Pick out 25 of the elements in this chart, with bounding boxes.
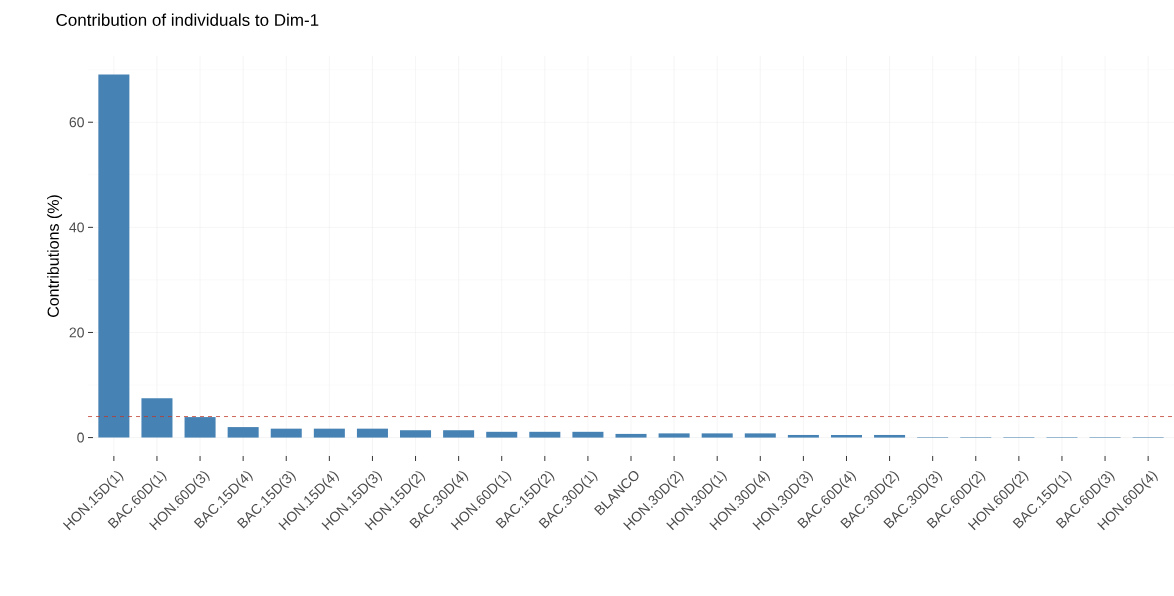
y-tick-label: 40 xyxy=(69,222,84,233)
bar xyxy=(658,433,690,438)
bar xyxy=(615,433,647,438)
bar xyxy=(529,431,561,438)
chart-title: Contribution of individuals to Dim-1 xyxy=(56,13,319,27)
bar xyxy=(874,434,906,438)
bar xyxy=(313,428,345,438)
y-tick-label: 20 xyxy=(69,327,84,338)
bar xyxy=(787,434,819,438)
bar xyxy=(227,427,259,438)
bar xyxy=(572,431,604,438)
bar xyxy=(356,428,388,438)
y-tick-label: 60 xyxy=(69,117,84,128)
bar xyxy=(270,428,302,438)
bar xyxy=(400,430,432,438)
bar xyxy=(141,398,173,438)
bar xyxy=(486,431,518,438)
bar xyxy=(744,433,776,438)
bar xyxy=(443,430,475,438)
bar xyxy=(830,434,862,438)
bar xyxy=(701,433,733,438)
y-tick-label: 0 xyxy=(77,432,84,443)
bar xyxy=(184,417,216,438)
y-axis-title: Contributions (%) xyxy=(47,195,63,317)
bar xyxy=(98,74,130,438)
